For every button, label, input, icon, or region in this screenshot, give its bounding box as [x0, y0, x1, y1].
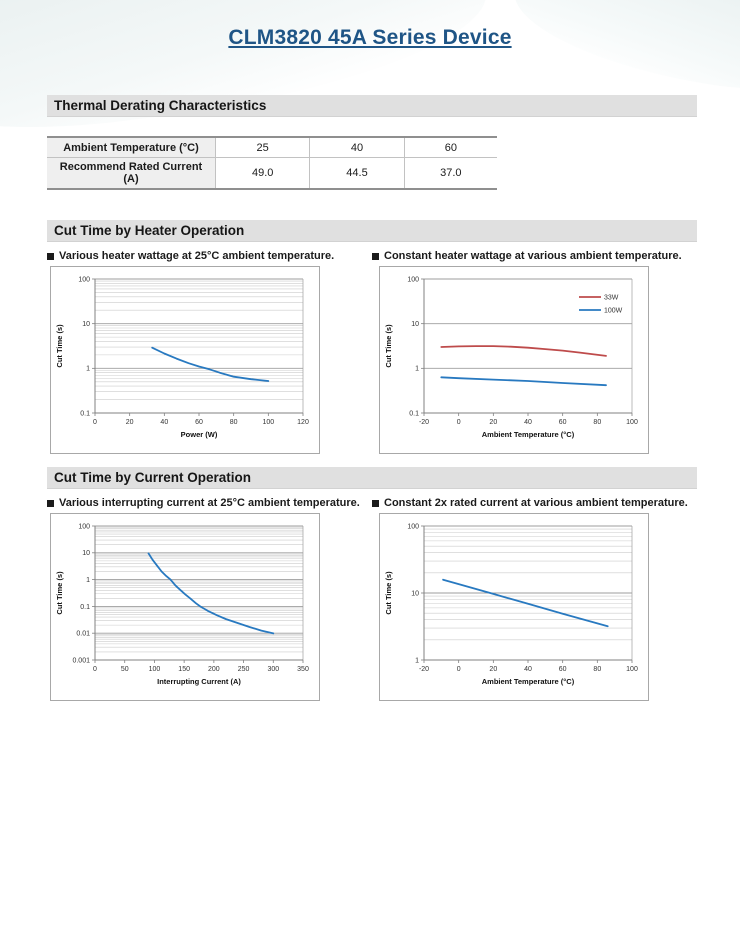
chart-constant-2x-current: 1 10 100 -20 0 20 40 60 80 100 Ambient Temperature…	[379, 513, 649, 701]
bullet-square-icon	[47, 499, 54, 507]
current-charts-row: 0.001 0.01 0.1 1 10 100 0 50 100 150 200 250 300 350 I…	[50, 513, 740, 701]
svg-text:Cut Time (s): Cut Time (s)	[55, 571, 64, 615]
svg-text:20: 20	[489, 419, 497, 426]
chart-caption-current-left: Various interrupting current at 25°C amb…	[47, 497, 372, 509]
thermal-derating-table: Ambient Temperature (°C) 25 40 60 Recomm…	[47, 136, 497, 190]
bullet-square-icon	[372, 499, 379, 507]
chart-heater-constant-wattage: 0.1 1 10 100 -20 0 20 40 60 80 100 33W 100W Ambient T…	[379, 266, 649, 454]
chart-svg-interrupting-current-25c: 0.001 0.01 0.1 1 10 100 0 50 100 150 200 250 300 350 I…	[55, 523, 309, 686]
svg-text:0: 0	[93, 419, 97, 426]
svg-text:100: 100	[407, 523, 419, 530]
svg-text:10: 10	[411, 321, 419, 328]
section-title-current-operation: Cut Time by Current Operation	[47, 467, 697, 489]
svg-text:10: 10	[82, 321, 90, 328]
svg-text:350: 350	[297, 666, 309, 673]
svg-text:100: 100	[407, 276, 419, 283]
svg-text:40: 40	[524, 419, 532, 426]
svg-text:150: 150	[178, 666, 190, 673]
table-row-ambient-temperature: Ambient Temperature (°C) 25 40 60	[47, 137, 497, 158]
caption-text: Constant 2x rated current at various amb…	[384, 497, 688, 509]
svg-text:20: 20	[126, 419, 134, 426]
section-title-thermal-derating: Thermal Derating Characteristics	[47, 95, 697, 117]
svg-text:80: 80	[593, 666, 601, 673]
table-label-cell: Recommend Rated Current (A)	[47, 157, 216, 189]
chart-svg-heater-wattage-25c: 0.1 1 10 100 0 20 40 60 80 100 120 Power (W) Cut Tim…	[55, 276, 309, 439]
svg-text:-20: -20	[419, 666, 429, 673]
table-value-cell: 25	[214, 137, 310, 158]
caption-text: Various heater wattage at 25°C ambient t…	[59, 250, 335, 262]
svg-text:100: 100	[262, 419, 274, 426]
bullet-square-icon	[372, 252, 379, 260]
table-value-cell: 37.0	[403, 157, 497, 189]
chart-caption-heater-right: Constant heater wattage at various ambie…	[372, 250, 682, 262]
table-value-cell: 44.5	[309, 157, 405, 189]
chart-heater-wattage: 0.1 1 10 100 0 20 40 60 80 100 120 Power (W) Cut Tim…	[50, 266, 320, 454]
svg-text:40: 40	[524, 666, 532, 673]
heater-charts-row: 0.1 1 10 100 0 20 40 60 80 100 120 Power (W) Cut Tim…	[50, 266, 740, 454]
svg-text:1: 1	[86, 577, 90, 584]
svg-text:100: 100	[626, 419, 638, 426]
svg-text:0.1: 0.1	[80, 604, 90, 611]
svg-text:0: 0	[457, 666, 461, 673]
svg-text:33W: 33W	[604, 294, 619, 301]
svg-text:0.001: 0.001	[72, 657, 90, 664]
chart-interrupting-current: 0.001 0.01 0.1 1 10 100 0 50 100 150 200 250 300 350 I…	[50, 513, 320, 701]
chart-svg-constant-2x-rated-current: 1 10 100 -20 0 20 40 60 80 100 Ambient Temperature…	[384, 523, 638, 686]
svg-text:10: 10	[82, 550, 90, 557]
svg-text:20: 20	[489, 666, 497, 673]
svg-text:80: 80	[230, 419, 238, 426]
svg-text:60: 60	[559, 666, 567, 673]
table-value-cell: 49.0	[214, 157, 310, 189]
svg-text:0.01: 0.01	[76, 631, 90, 638]
chart-svg-heater-constant-wattage: 0.1 1 10 100 -20 0 20 40 60 80 100 33W 100W Ambient T…	[384, 276, 638, 439]
svg-text:0.1: 0.1	[409, 410, 419, 417]
svg-text:100: 100	[78, 276, 90, 283]
svg-text:1: 1	[415, 657, 419, 664]
caption-text: Various interrupting current at 25°C amb…	[59, 497, 360, 509]
chart-caption-current-right: Constant 2x rated current at various amb…	[372, 497, 688, 509]
caption-text: Constant heater wattage at various ambie…	[384, 250, 682, 262]
svg-text:100: 100	[626, 666, 638, 673]
svg-text:1: 1	[86, 366, 90, 373]
table-value-cell: 60	[403, 137, 497, 158]
svg-text:Cut Time (s): Cut Time (s)	[384, 324, 393, 368]
svg-text:0: 0	[457, 419, 461, 426]
svg-text:120: 120	[297, 419, 309, 426]
bullet-square-icon	[47, 252, 54, 260]
datasheet-page: CLM3820 45A Series Device Thermal Derati…	[0, 26, 740, 701]
svg-text:250: 250	[238, 666, 250, 673]
svg-text:40: 40	[160, 419, 168, 426]
svg-text:200: 200	[208, 666, 220, 673]
svg-text:-20: -20	[419, 419, 429, 426]
svg-text:300: 300	[267, 666, 279, 673]
svg-text:0: 0	[93, 666, 97, 673]
svg-text:100: 100	[78, 523, 90, 530]
current-chart-captions: Various interrupting current at 25°C amb…	[47, 497, 740, 509]
svg-text:10: 10	[411, 590, 419, 597]
svg-text:Interrupting Current (A): Interrupting Current (A)	[157, 677, 241, 686]
table-label-cell: Ambient Temperature (°C)	[47, 137, 216, 158]
heater-chart-captions: Various heater wattage at 25°C ambient t…	[47, 250, 740, 262]
table-row-rated-current: Recommend Rated Current (A) 49.0 44.5 37…	[47, 157, 497, 189]
svg-text:1: 1	[415, 366, 419, 373]
section-title-heater-operation: Cut Time by Heater Operation	[47, 220, 697, 242]
svg-text:60: 60	[559, 419, 567, 426]
svg-text:Cut Time (s): Cut Time (s)	[384, 571, 393, 615]
svg-text:Cut Time (s): Cut Time (s)	[55, 324, 64, 368]
page-title: CLM3820 45A Series Device	[228, 26, 512, 49]
svg-text:80: 80	[593, 419, 601, 426]
svg-text:Ambient Temperature (°C): Ambient Temperature (°C)	[482, 430, 575, 439]
svg-text:Power (W): Power (W)	[181, 430, 218, 439]
svg-text:Ambient Temperature (°C): Ambient Temperature (°C)	[482, 677, 575, 686]
svg-text:0.1: 0.1	[80, 410, 90, 417]
svg-text:100: 100	[149, 666, 161, 673]
svg-text:50: 50	[121, 666, 129, 673]
chart-caption-heater-left: Various heater wattage at 25°C ambient t…	[47, 250, 372, 262]
table-value-cell: 40	[309, 137, 405, 158]
svg-text:60: 60	[195, 419, 203, 426]
svg-text:100W: 100W	[604, 307, 623, 314]
